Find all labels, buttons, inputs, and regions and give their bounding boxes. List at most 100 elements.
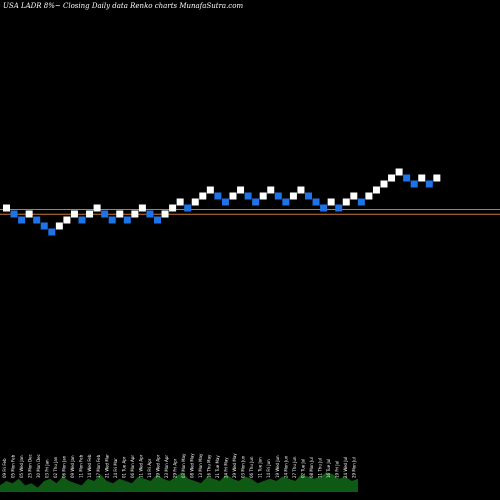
date-tick-label: 14 Fri Jun <box>266 459 271 478</box>
date-tick-label: 24 Fri May <box>224 457 229 478</box>
renko-brick-up <box>289 192 297 200</box>
renko-brick-up <box>25 210 33 218</box>
date-tick-label: 19 Wed Apr <box>155 454 160 478</box>
date-tick-label: 21 Tue May <box>215 455 220 478</box>
renko-brick-up <box>63 216 71 224</box>
date-tick-label: 23 Mon Apr <box>164 455 169 478</box>
date-tick-label: 05 Wed Jan <box>19 455 24 478</box>
date-tick-label: 29 Mon Jul <box>351 457 356 478</box>
renko-brick-up <box>365 192 373 200</box>
renko-brick-up <box>70 210 78 218</box>
renko-brick-down <box>78 216 86 224</box>
date-tick-label: 06 Thu Jun <box>249 456 254 478</box>
renko-brick-down <box>108 216 116 224</box>
renko-brick-up <box>191 198 199 206</box>
date-tick-label: 19 Fri Jul <box>334 461 339 478</box>
renko-brick-down <box>335 204 343 212</box>
date-tick-label: 29 Fri Apr <box>172 458 177 478</box>
renko-brick-up <box>176 198 184 206</box>
chart-title: USA LADR 8%~ Closing Daily data Renko ch… <box>3 2 244 10</box>
date-tick-label: 06 Mon Apr <box>130 455 135 478</box>
renko-brick-down <box>403 174 411 182</box>
date-tick-label: 16 Tue Jul <box>326 459 331 478</box>
date-tick-label: 11 Thu Jul <box>317 458 322 478</box>
renko-brick-down <box>312 198 320 206</box>
volume-area <box>0 472 358 492</box>
date-tick-label: 14 Wed Feb <box>87 454 92 478</box>
renko-brick-down <box>410 180 418 188</box>
date-tick-label: 14 Fri Apr <box>147 458 152 478</box>
date-tick-label: 08 Wed May <box>190 453 195 478</box>
renko-brick-down <box>425 180 433 188</box>
date-tick-label: 03 Fri Jan <box>45 459 50 478</box>
renko-brick-down <box>221 198 229 206</box>
renko-brick-up <box>131 210 139 218</box>
date-tick-label: 16 Thu May <box>207 454 212 478</box>
date-tick-label: 25 Mon Dec <box>28 454 33 478</box>
renko-brick-down <box>252 198 260 206</box>
date-tick-label: 08 Mon Jul <box>309 457 314 478</box>
date-tick-label: 02 Tue Jul <box>300 459 305 478</box>
renko-brick-up <box>161 210 169 218</box>
renko-brick-up <box>206 186 214 194</box>
date-tick-label: 03 Mon May <box>181 453 186 478</box>
date-tick-label: 11 Mon Feb <box>79 454 84 478</box>
renko-brick-up <box>237 186 245 194</box>
renko-brick-down <box>40 222 48 230</box>
renko-brick-down <box>305 192 312 200</box>
renko-brick-down <box>123 216 131 224</box>
date-tick-label: 09 Fri Feb <box>2 458 7 478</box>
renko-brick-up <box>380 180 388 188</box>
renko-brick-down <box>274 192 282 200</box>
renko-brick-down <box>244 192 252 200</box>
renko-brick-up <box>395 168 403 176</box>
date-tick-label: 24 Fri Mar <box>113 458 118 478</box>
renko-brick-up <box>350 192 358 200</box>
renko-brick-down <box>184 204 192 212</box>
renko-brick-down <box>48 228 56 236</box>
date-tick-label: 11 Tue Jun <box>258 457 263 478</box>
renko-brick-down <box>357 198 365 206</box>
date-tick-label: 24 Wed Jul <box>343 457 348 478</box>
date-tick-label: 03 Mon Jun <box>241 455 246 478</box>
date-tick-label: 21 Wed Mar <box>104 454 109 478</box>
renko-brick-up <box>388 174 396 182</box>
renko-brick-up <box>267 186 275 194</box>
date-tick-label: 11 Wed Apr <box>138 454 143 478</box>
renko-brick-up <box>372 186 380 194</box>
renko-brick-up <box>433 174 441 182</box>
renko-brick-up <box>297 186 305 194</box>
date-tick-label: 29 Wed May <box>232 453 237 478</box>
renko-brick-up <box>3 204 10 212</box>
renko-brick-up <box>327 198 335 206</box>
renko-brick-down <box>214 192 222 200</box>
renko-brick-up <box>55 222 63 230</box>
date-tick-label: 06 Mon Jan <box>62 455 67 478</box>
renko-brick-down <box>101 210 109 218</box>
date-tick-label: 02 Thu Jan <box>53 456 58 478</box>
date-tick-label: 05 Mon Feb <box>11 454 16 478</box>
renko-brick-down <box>146 210 154 218</box>
date-tick-label: 27 Thu Jun <box>292 456 297 478</box>
renko-brick-down <box>282 198 290 206</box>
renko-brick-up <box>169 204 177 212</box>
renko-brick-down <box>10 210 18 218</box>
date-tick-label: 30 Mon Dec <box>36 454 41 478</box>
renko-brick-down <box>320 204 328 212</box>
renko-brick-up <box>93 204 101 212</box>
renko-brick-up <box>116 210 124 218</box>
renko-brick-down <box>33 216 41 224</box>
renko-brick-up <box>259 192 267 200</box>
renko-brick-up <box>86 210 94 218</box>
renko-brick-up <box>342 198 350 206</box>
date-tick-label: 13 Mon May <box>198 453 203 478</box>
renko-brick-down <box>154 216 161 224</box>
renko-brick-down <box>18 216 26 224</box>
renko-brick-up <box>138 204 146 212</box>
date-tick-label: 01 Tue Apr <box>121 456 126 478</box>
date-tick-label: 17 Mon Feb <box>96 454 101 478</box>
renko-brick-up <box>418 174 426 182</box>
renko-brick-up <box>199 192 207 200</box>
